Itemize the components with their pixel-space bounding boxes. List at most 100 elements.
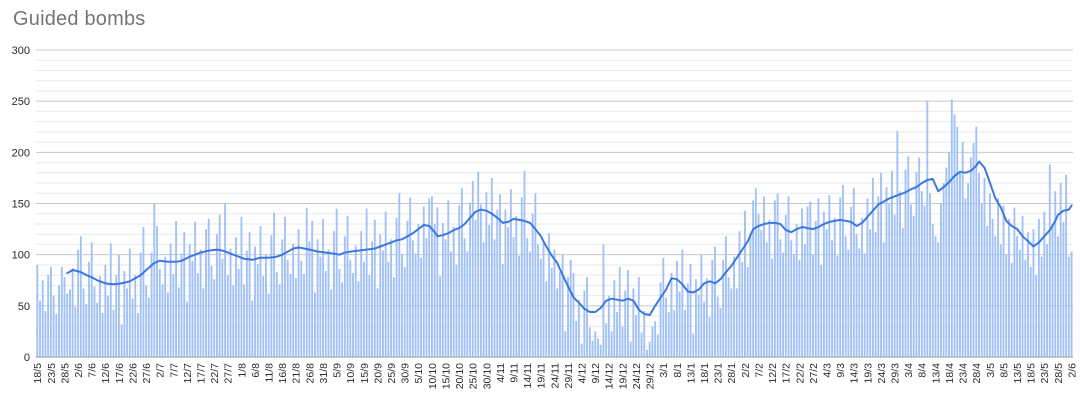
bar [411, 240, 414, 357]
bar [950, 99, 953, 358]
bar [186, 301, 188, 357]
bar [376, 288, 379, 357]
bar [956, 126, 959, 357]
x-tick-label: 24/3 [876, 363, 888, 384]
bar [221, 258, 224, 357]
bar [648, 341, 651, 357]
bar [705, 278, 708, 357]
bar [153, 203, 156, 357]
bar [324, 271, 327, 357]
bar [923, 205, 926, 357]
bar [798, 259, 801, 357]
bar [779, 239, 782, 357]
x-tick-label: 30/10 [481, 363, 493, 389]
y-tick-label: 250 [12, 96, 30, 108]
bar [455, 264, 458, 357]
bar [896, 130, 899, 357]
bar [41, 280, 44, 357]
y-tick-label: 50 [18, 301, 30, 313]
bar [47, 275, 50, 357]
bar [439, 276, 442, 357]
bar [349, 259, 352, 357]
x-tick-label: 15/10 [440, 363, 452, 389]
bar [474, 219, 477, 357]
bar [294, 278, 297, 357]
bar [806, 206, 809, 357]
x-tick-label: 22/6 [127, 363, 139, 384]
bar [931, 223, 934, 357]
bar [942, 183, 945, 357]
bar [107, 295, 109, 357]
bar [60, 266, 63, 357]
bar [289, 274, 292, 357]
bar [632, 288, 635, 357]
bar [662, 257, 665, 357]
x-tick-label: 7/7 [168, 363, 180, 378]
bar [583, 290, 586, 357]
x-tick-label: 13/4 [930, 363, 942, 384]
bar [1070, 251, 1073, 357]
bar [539, 258, 542, 357]
bar [986, 226, 989, 357]
bar [918, 157, 921, 357]
y-tick-label: 0 [24, 352, 30, 364]
bar [333, 231, 335, 357]
bar [735, 288, 738, 357]
x-tick-label: 12/7 [182, 363, 194, 384]
x-tick-label: 27/6 [141, 363, 153, 384]
bar [384, 211, 387, 357]
bar [659, 282, 662, 357]
bar [847, 249, 850, 357]
x-tick-label: 18/1 [699, 363, 711, 384]
x-tick-label: 23/5 [1039, 363, 1051, 384]
x-tick-label: 3/5 [985, 363, 997, 378]
bar [161, 284, 164, 357]
x-tick-label: 9/3 [835, 363, 847, 378]
y-tick-label: 300 [12, 45, 30, 57]
bar [425, 238, 428, 357]
bar [738, 231, 741, 357]
bar [235, 237, 237, 357]
bar [746, 266, 749, 357]
bar [531, 213, 534, 357]
bar [793, 254, 795, 357]
x-tick-label: 31/8 [318, 363, 330, 384]
bar [422, 206, 425, 357]
bar [466, 251, 469, 357]
bar [681, 249, 684, 357]
bar [243, 284, 246, 357]
bar [724, 236, 727, 357]
bar [441, 222, 444, 357]
bar [912, 215, 915, 357]
bar [300, 260, 303, 357]
bar [890, 170, 893, 357]
bar [169, 243, 172, 357]
x-tick-label: 17/6 [114, 363, 126, 384]
bar [458, 205, 461, 357]
bar [801, 208, 804, 357]
x-tick-label: 22/2 [794, 363, 806, 384]
bar [842, 185, 844, 357]
bar [387, 261, 390, 357]
bar [248, 232, 251, 357]
bar [880, 172, 882, 357]
x-tick-label: 25/9 [386, 363, 398, 384]
bar [1024, 259, 1027, 357]
bar [109, 243, 112, 357]
bar [496, 209, 499, 357]
bar [499, 194, 501, 357]
bar [357, 281, 360, 357]
bar [708, 317, 711, 357]
bar [790, 240, 793, 357]
x-tick-label: 19/12 [617, 363, 629, 389]
x-tick-label: 2/7 [155, 363, 167, 378]
x-tick-label: 9/11 [509, 363, 521, 383]
bar [697, 294, 700, 357]
x-tick-label: 15/9 [359, 363, 371, 384]
x-tick-label: 27/7 [223, 363, 235, 384]
bar [545, 281, 548, 357]
bar [833, 217, 836, 357]
bar [188, 244, 191, 357]
bar [77, 249, 80, 357]
